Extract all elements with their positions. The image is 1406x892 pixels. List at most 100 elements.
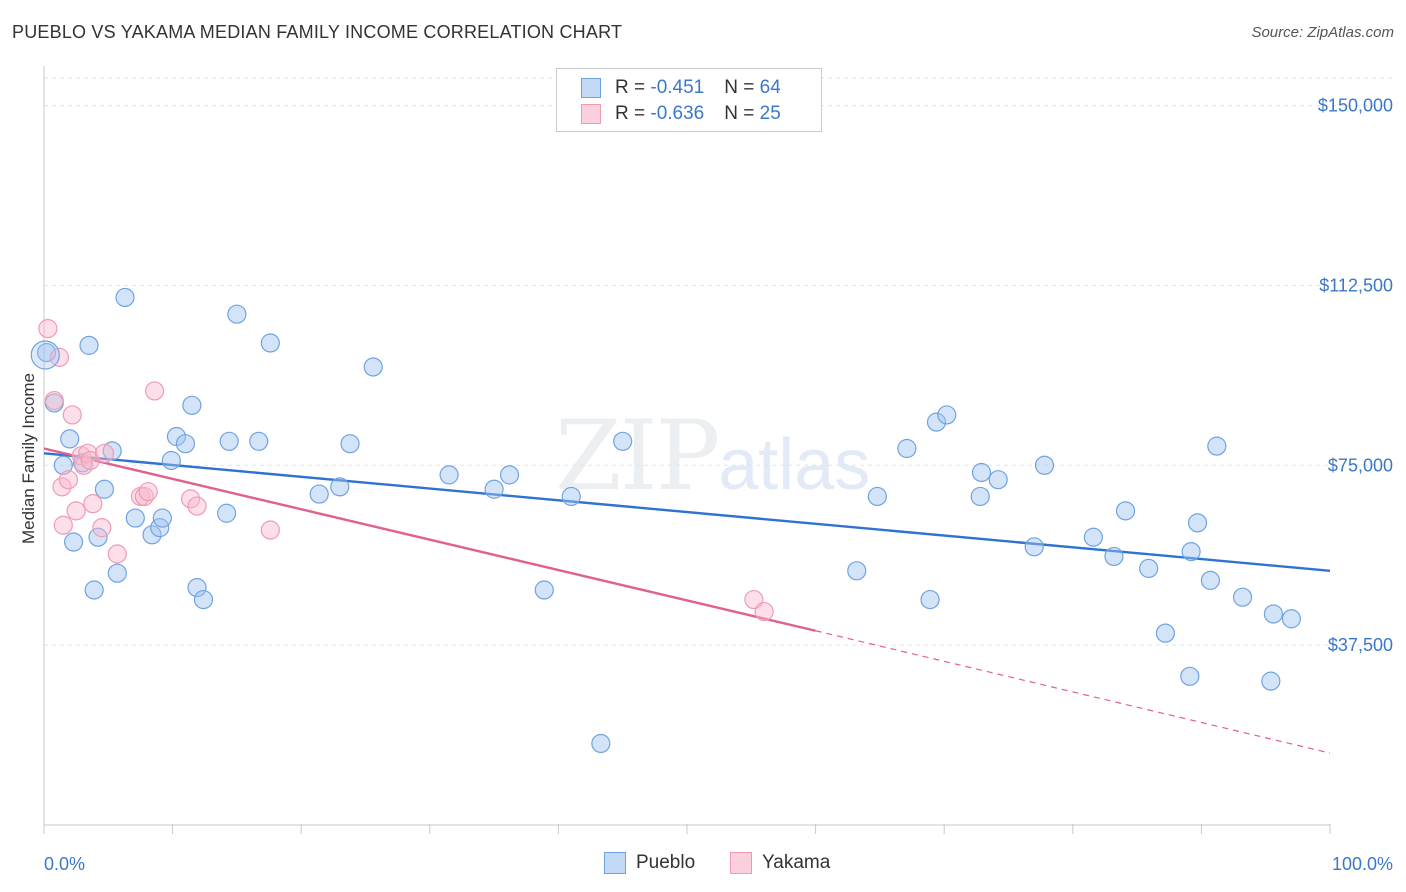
point-pueblo [102,441,122,461]
legend-r-label: R = [615,77,651,98]
bottom-legend-label-pueblo: Pueblo [636,852,696,873]
point-pueblo [125,508,145,528]
point-pueblo [182,395,202,415]
point-pueblo [1232,587,1253,607]
point-pueblo [499,465,520,485]
point-yakama [44,390,64,411]
point-pueblo [937,405,957,425]
point-pueblo [1139,558,1159,579]
point-pueblo [439,465,459,485]
legend-r-value: -0.451 [650,77,705,98]
point-yakama [144,381,165,401]
point-pueblo [1261,671,1281,691]
point-pueblo [193,589,214,610]
legend-swatch-pueblo [581,78,601,98]
point-pueblo [142,525,162,545]
point-pueblo [107,563,127,583]
legend-row-yakama: R = -0.636 N = 25 [581,102,781,126]
legend-n-value: 64 [759,77,781,98]
axis-labels: $37,500 $75,000 $112,500 $150,000 0.0% 100.0%… [19,96,1393,874]
point-yakama [138,482,158,502]
y-axis-label: Median Family Income [19,373,38,544]
point-yakama [83,494,103,514]
point-yakama [187,496,207,516]
point-pueblo [340,434,360,454]
point-pueblo [79,335,99,355]
trend-lines [43,447,1331,754]
legend: R = -0.451 N = 64 R = -0.636 N = 25 [556,68,822,132]
point-pueblo [1115,501,1136,521]
point-pueblo [1187,513,1208,533]
point-pueblo [1281,609,1302,629]
point-pueblo [161,450,181,471]
point-pueblo [1083,527,1103,547]
x-tick-label: 0.0% [44,854,85,874]
point-pueblo [534,580,554,600]
point-yakama [78,443,98,463]
point-pueblo [1180,666,1200,686]
point-pueblo [847,561,867,581]
point-pueblo [249,431,269,451]
point-pueblo [175,434,196,454]
point-pueblo [84,580,104,600]
y-tick-label: $150,000 [1318,96,1393,116]
point-pueblo [60,429,80,449]
point-yakama [94,443,115,463]
point-pueblo [1155,623,1175,643]
point-pueblo [1034,455,1055,475]
point-yakama [66,501,86,521]
point-pueblo [63,532,84,552]
source-label: Source: ZipAtlas.com [1251,24,1394,41]
point-pueblo [260,333,280,353]
point-pueblo [1207,436,1227,456]
chart-title: PUEBLO VS YAKAMA MEDIAN FAMILY INCOME CO… [12,22,623,42]
point-pueblo [1024,537,1044,557]
point-yakama [58,470,79,490]
point-pueblo [867,486,887,507]
legend-n-label: N = [724,77,760,98]
point-pueblo [897,438,917,459]
point-pueblo [591,733,611,754]
point-pueblo [1181,542,1201,562]
bottom-legend-swatch-yakama [730,852,752,874]
legend-r-value: -0.636 [650,103,705,124]
point-yakama [754,601,774,622]
legend-n-value: 25 [759,103,781,124]
point-pueblo [88,527,108,547]
bottom-legend-pueblo: Pueblo [604,852,695,874]
point-pueblo [1263,604,1284,624]
data-points [30,287,1302,754]
point-yakama [92,518,112,538]
point-pueblo [484,479,504,499]
point-yakama [53,515,73,535]
bottom-legend-swatch-pueblo [604,852,626,874]
point-pueblo [217,503,237,523]
x-tick-label: 100.0% [1332,854,1393,874]
axes [43,66,1331,834]
point-pueblo-cluster [30,340,60,370]
point-pueblo [988,470,1008,490]
point-pueblo [920,589,940,610]
legend-r-label: R = [615,103,651,124]
legend-swatch-yakama [581,104,601,124]
point-pueblo [926,412,947,432]
point-pueblo [53,455,73,475]
bottom-legend-yakama: Yakama [730,852,830,874]
point-yakama [38,318,58,339]
y-tick-label: $37,500 [1328,635,1393,655]
point-pueblo [115,287,135,308]
point-pueblo [1104,546,1124,567]
point-pueblo [152,508,172,528]
point-pueblo [613,431,633,451]
point-pueblo [971,462,992,483]
y-tick-label: $112,500 [1319,275,1393,295]
point-yakama [260,520,280,540]
point-pueblo [36,342,57,363]
point-pueblo [970,486,990,507]
trend-line-pueblo [43,452,1331,572]
point-pueblo [309,484,329,504]
point-yakama [52,477,72,497]
point-yakama [181,489,201,509]
point-yakama [107,544,127,564]
